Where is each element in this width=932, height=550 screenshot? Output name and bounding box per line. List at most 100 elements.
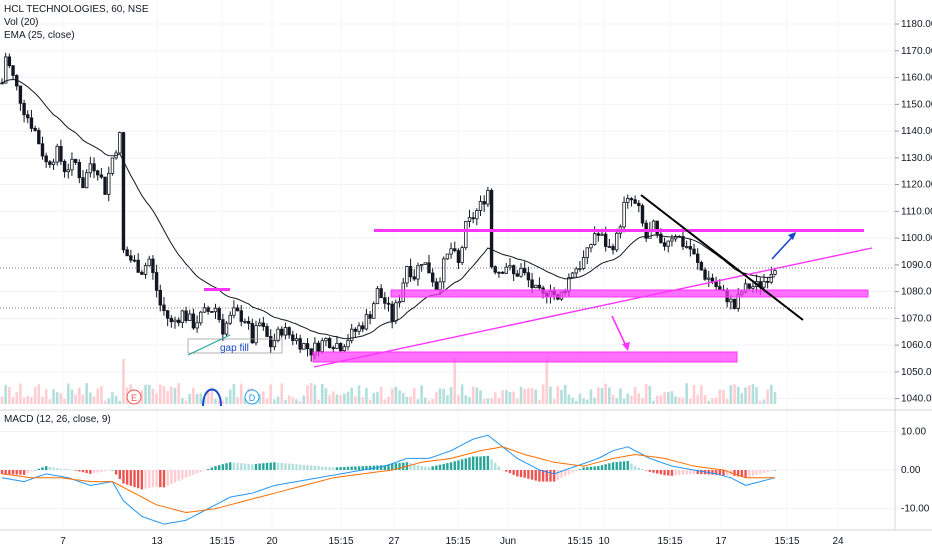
price-axis-labels[interactable]: 1040.00 1050.00 1060.00 1070.00 1080.00 1090.… bbox=[895, 19, 932, 405]
macd-hist-bar bbox=[92, 470, 96, 474]
signal-line bbox=[1, 446, 775, 514]
candle bbox=[699, 260, 704, 271]
macd-hist-bar bbox=[111, 470, 114, 471]
volume-bar bbox=[714, 397, 718, 404]
volume-bar bbox=[59, 393, 63, 404]
time-axis-labels[interactable]: 7 13 15:15 20 15:15 27 15:15 Jun 15:15 10 15:15 17 1… bbox=[60, 536, 844, 547]
candle bbox=[534, 284, 538, 289]
macd-hist-bar bbox=[637, 467, 641, 470]
macd-hist-bar bbox=[420, 466, 423, 470]
candle bbox=[0, 78, 4, 85]
price-tick-label: 1080.00 bbox=[901, 287, 932, 298]
macd-hist-bar bbox=[195, 470, 199, 474]
macd-axis-labels[interactable]: 10.00 0.00 -10.00 bbox=[901, 426, 930, 514]
volume-bar bbox=[203, 398, 206, 404]
volume-bar bbox=[383, 399, 387, 404]
candle bbox=[15, 74, 19, 91]
candle bbox=[670, 234, 674, 247]
candle bbox=[140, 269, 144, 275]
candle bbox=[309, 348, 313, 362]
volume-bar bbox=[519, 386, 523, 404]
macd-hist-bar bbox=[762, 470, 766, 473]
macd-hist-bar bbox=[210, 467, 214, 470]
macd-hist-bar bbox=[563, 470, 567, 477]
volume-bar bbox=[751, 384, 755, 404]
candle bbox=[773, 268, 777, 276]
macd-hist-bar bbox=[560, 470, 563, 479]
macd-hist-bar bbox=[118, 470, 121, 480]
macd-hist-bar bbox=[221, 464, 225, 470]
small-zone[interactable] bbox=[204, 288, 230, 291]
macd-hist-bar bbox=[736, 470, 740, 477]
support-zone[interactable] bbox=[390, 289, 869, 298]
candle bbox=[379, 284, 383, 299]
volume-bar bbox=[147, 384, 151, 404]
macd-hist-bar bbox=[442, 463, 445, 470]
volume-bar bbox=[140, 390, 144, 404]
candle bbox=[486, 186, 490, 208]
gap-fill-label: gap fill bbox=[220, 343, 249, 354]
macd-hist-bar bbox=[383, 465, 387, 470]
volume-bar bbox=[703, 395, 707, 404]
macd-hist-bar bbox=[136, 470, 140, 489]
volume-bar bbox=[41, 396, 44, 404]
candle bbox=[508, 258, 512, 271]
candle bbox=[489, 188, 494, 269]
candle bbox=[44, 152, 48, 168]
volume-bar bbox=[236, 397, 239, 404]
resistance-zone[interactable] bbox=[374, 229, 864, 232]
candle bbox=[482, 195, 486, 213]
macd-hist-bar bbox=[714, 470, 718, 475]
candle bbox=[615, 228, 619, 253]
target-zone[interactable] bbox=[312, 351, 738, 363]
macd-hist-bar bbox=[718, 470, 721, 476]
candle bbox=[666, 240, 670, 253]
volume-bar bbox=[188, 393, 192, 404]
macd-hist-bar bbox=[181, 470, 184, 480]
macd-hist-bar bbox=[295, 464, 298, 470]
falling-trendline[interactable] bbox=[640, 194, 804, 321]
price-tick-label: 1040.00 bbox=[901, 394, 932, 405]
candle bbox=[165, 310, 170, 327]
price-tick-label: 1070.00 bbox=[901, 313, 932, 324]
volume-bar bbox=[766, 389, 769, 404]
volume-bar bbox=[265, 398, 269, 404]
candle bbox=[280, 326, 284, 338]
candle bbox=[70, 152, 74, 176]
volume-legend: Vol (20) bbox=[4, 17, 39, 28]
macd-hist-bar bbox=[251, 464, 254, 470]
candle bbox=[246, 316, 251, 330]
volume-bar bbox=[70, 389, 74, 404]
macd-hist-bar bbox=[505, 470, 508, 472]
volume-bar bbox=[438, 388, 442, 404]
candle bbox=[412, 269, 416, 281]
volume-bar bbox=[320, 383, 324, 404]
time-tick-label: Jun bbox=[500, 536, 516, 547]
candle bbox=[294, 333, 299, 345]
candle bbox=[570, 271, 575, 279]
earnings-event-marker[interactable]: E bbox=[126, 389, 142, 405]
volume-bar bbox=[482, 398, 486, 404]
candle bbox=[151, 255, 155, 280]
volume-bar bbox=[37, 384, 41, 404]
volume-bar bbox=[490, 398, 493, 404]
dividend-event-marker[interactable]: D bbox=[244, 389, 260, 405]
macd-hist-bar bbox=[166, 470, 169, 486]
macd-hist-bar bbox=[56, 468, 59, 470]
macd-hist-bar bbox=[575, 470, 578, 471]
candle bbox=[3, 52, 8, 84]
rising-trendline[interactable] bbox=[313, 247, 873, 368]
macd-hist-bar bbox=[206, 469, 210, 470]
candle bbox=[99, 167, 104, 179]
volume-bar bbox=[85, 383, 88, 404]
candle bbox=[18, 85, 23, 111]
macd-hist-bar bbox=[298, 464, 302, 470]
candle bbox=[500, 271, 505, 275]
macd-hist-bar bbox=[527, 470, 530, 479]
volume-bar bbox=[331, 391, 335, 404]
macd-line bbox=[1, 434, 776, 525]
candle bbox=[40, 136, 45, 160]
candle bbox=[84, 169, 89, 189]
macd-hist-bar bbox=[541, 470, 545, 482]
